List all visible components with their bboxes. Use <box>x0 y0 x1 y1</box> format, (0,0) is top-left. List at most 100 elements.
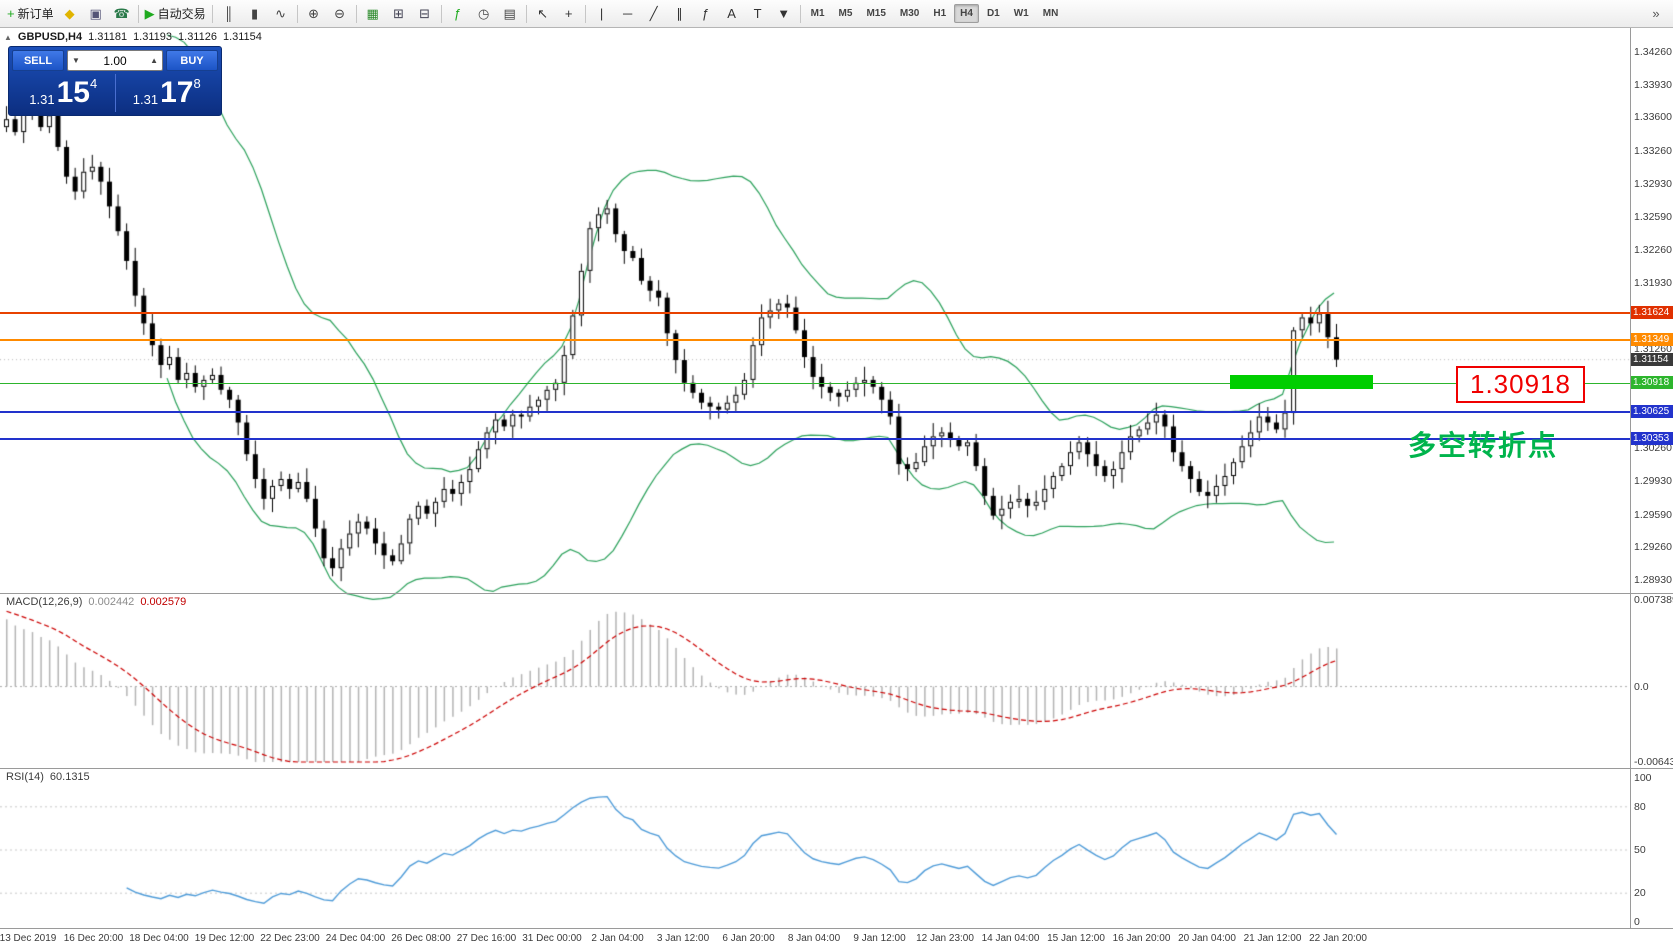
timeframe-d1-button[interactable]: D1 <box>986 8 1000 19</box>
timeframe-mn-button[interactable]: MN <box>1042 8 1059 19</box>
timeframe-w1-button[interactable]: W1 <box>1013 8 1029 19</box>
indicators-icon: ƒ <box>454 6 462 21</box>
horizontal-line-button[interactable]: ─ <box>615 3 641 25</box>
toolbar-separator <box>799 4 801 23</box>
text-label-button[interactable]: T <box>745 3 771 25</box>
text-label-icon: T <box>753 6 762 21</box>
hline-1.30353[interactable] <box>0 438 1630 441</box>
timeframe-m30-button[interactable]: M30 <box>899 8 920 19</box>
timeframe-m1-button[interactable]: M1 <box>810 8 825 19</box>
volume-input[interactable] <box>83 52 147 69</box>
low-value: 1.31126 <box>178 31 217 43</box>
toolbar-overflow-icon[interactable]: » <box>1652 6 1660 21</box>
price-callout-box[interactable]: 1.30918 <box>1456 366 1585 403</box>
timeframe-m5-button[interactable]: M5 <box>838 8 853 19</box>
timeframe-h1-button[interactable]: H1 <box>933 8 947 19</box>
buy-button[interactable]: BUY <box>166 50 218 71</box>
zoom-out-button[interactable]: ⊖ <box>327 3 353 25</box>
toolbar: + 新订单 ◆ ▣ ☎ ▶ 自动交易 ║ ▮ ∿ ⊕ ⊖ ▦ ⊞ ⊟ ƒ ◷ ▤ ↖ + | ─ ╱ ∥ ƒ A T ▼ M1 M5 M15… <box>0 0 1673 28</box>
new-order-button[interactable]: + 新订单 <box>4 3 57 25</box>
templates-button[interactable]: ▤ <box>497 3 523 25</box>
time-axis-label: 20 Jan 04:00 <box>1178 933 1236 944</box>
tile-windows-button[interactable]: ▦ <box>360 3 386 25</box>
price-scale-boxed-label: 1.30918 <box>1631 376 1673 390</box>
indicators-button[interactable]: ƒ <box>445 3 471 25</box>
time-axis-label: 21 Jan 12:00 <box>1243 933 1302 944</box>
vertical-line-button[interactable]: | <box>589 3 615 25</box>
price-scale-label: 1.33260 <box>1634 144 1672 157</box>
macd-indicator-label: MACD(12,26,9) 0.002442 0.002579 <box>6 596 186 608</box>
arrows-button[interactable]: ▼ <box>771 3 797 25</box>
buy-price-main: 1.31 <box>132 92 159 107</box>
text-icon: A <box>727 6 736 21</box>
toolbar-separator <box>355 4 357 23</box>
hline-1.31624[interactable] <box>0 312 1630 315</box>
arrange-windows-button[interactable]: ⊟ <box>412 3 438 25</box>
horizontal-line-icon: ─ <box>623 6 633 21</box>
bar-chart-button[interactable]: ║ <box>216 3 242 25</box>
auto-trading-button[interactable]: ▶ 自动交易 <box>142 3 209 25</box>
sell-price[interactable]: 1.31 15 4 <box>12 74 115 112</box>
price-scale-boxed-label: 1.30625 <box>1631 405 1673 419</box>
cascade-windows-button[interactable]: ⊞ <box>386 3 412 25</box>
text-button[interactable]: A <box>719 3 745 25</box>
rsi-value: 60.1315 <box>49 771 90 783</box>
fibonacci-icon: ƒ <box>702 6 710 21</box>
time-axis-label: 26 Dec 08:00 <box>391 933 451 944</box>
hline-1.30918[interactable] <box>0 382 1630 384</box>
volume-increase-icon[interactable]: ▲ <box>150 56 158 65</box>
sell-button[interactable]: SELL <box>12 50 64 71</box>
strategy-tester-icon: ▣ <box>89 5 102 21</box>
timeframe-m15-button[interactable]: M15 <box>866 8 886 19</box>
line-chart-button[interactable]: ∿ <box>268 3 294 25</box>
toolbar-separator <box>296 4 298 23</box>
macd-main-value: 0.002442 <box>88 596 135 608</box>
periods-button[interactable]: ◷ <box>471 3 497 25</box>
sell-price-sup: 4 <box>89 76 98 91</box>
toolbar-separator <box>137 4 139 23</box>
templates-icon: ▤ <box>503 5 516 21</box>
buy-price-sup: 8 <box>193 76 201 91</box>
time-axis[interactable]: 13 Dec 2019 16 Dec 20:00 18 Dec 04:00 19 De… <box>0 928 1673 950</box>
hline-1.31349[interactable] <box>0 339 1630 342</box>
turning-point-annotation[interactable]: 多空转折点 <box>1408 430 1559 461</box>
price-scale-label: 1.33930 <box>1634 78 1672 91</box>
buy-price[interactable]: 1.31 17 8 <box>116 74 219 112</box>
fibonacci-button[interactable]: ƒ <box>693 3 719 25</box>
time-axis-label: 16 Dec 20:00 <box>63 933 124 944</box>
metaeditor-button[interactable]: ◆ <box>57 3 83 25</box>
mobile-icon: ☎ <box>113 5 130 21</box>
rsi-name: RSI(14) <box>6 771 44 783</box>
new-order-button-label: 新订单 <box>17 7 54 21</box>
channel-button[interactable]: ∥ <box>667 3 693 25</box>
price-scale-label: 0.0 <box>1634 680 1649 693</box>
zoom-in-button[interactable]: ⊕ <box>301 3 327 25</box>
toolbar-separator <box>584 4 586 23</box>
macd-pane-separator[interactable] <box>0 593 1673 594</box>
arrows-icon: ▼ <box>777 6 791 21</box>
zoom-out-icon: ⊖ <box>334 5 346 21</box>
mobile-app-button[interactable]: ☎ <box>109 3 135 25</box>
price-scale[interactable]: 1.34260 1.33930 1.33600 1.33260 1.32930 1.325… <box>1630 28 1673 949</box>
candlestick-chart-button[interactable]: ▮ <box>242 3 268 25</box>
price-scale-label: 100 <box>1634 772 1652 784</box>
auto-trading-button-label: 自动交易 <box>157 7 206 21</box>
toolbar-separator <box>211 4 213 23</box>
crosshair-icon: + <box>564 6 573 21</box>
time-axis-label: 16 Jan 20:00 <box>1112 933 1171 944</box>
trendline-button[interactable]: ╱ <box>641 3 667 25</box>
volume-dropdown-icon[interactable]: ▼ <box>72 56 80 65</box>
cursor-button[interactable]: ↖ <box>530 3 556 25</box>
crosshair-button[interactable]: + <box>556 3 582 25</box>
time-axis-label: 31 Dec 00:00 <box>522 933 582 944</box>
price-scale-label: 0 <box>1634 916 1640 928</box>
strategy-tester-button[interactable]: ▣ <box>83 3 109 25</box>
support-highlight-rectangle[interactable] <box>1230 375 1373 390</box>
time-axis-label: 22 Jan 20:00 <box>1309 933 1367 944</box>
rsi-pane-separator[interactable] <box>0 768 1673 769</box>
one-click-collapse-icon[interactable]: ▲ <box>4 32 12 42</box>
timeframe-h4-button[interactable]: H4 <box>954 4 979 23</box>
hline-1.30625[interactable] <box>0 411 1630 414</box>
trendline-icon: ╱ <box>649 5 658 21</box>
